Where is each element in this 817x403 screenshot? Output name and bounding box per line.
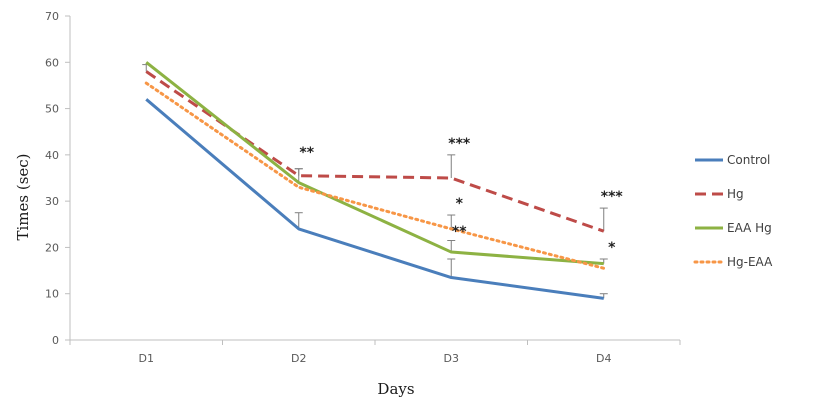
significance-label: ***	[448, 136, 471, 152]
series-line-eaa-hg	[145, 61, 604, 266]
significance-label: ***	[601, 189, 624, 205]
series-hg-eaa	[144, 81, 606, 270]
legend: Control Hg EAA Hg Hg-EAA	[693, 153, 773, 269]
series-layer	[142, 61, 608, 300]
y-axis: 0 10 20 30 40 50 60 70	[45, 10, 71, 347]
x-tick-label: D4	[596, 352, 611, 365]
y-tick-label: 40	[45, 149, 59, 162]
y-tick-label: 60	[45, 56, 59, 69]
x-tick-label: D1	[139, 352, 154, 365]
legend-label: Hg-EAA	[727, 255, 773, 269]
legend-label: Hg	[727, 187, 744, 201]
y-axis-title: Times (sec)	[14, 153, 32, 240]
y-tick-label: 70	[45, 10, 59, 23]
significance-annotations: ************	[299, 136, 623, 256]
y-tick-label: 0	[52, 334, 59, 347]
y-tick-label: 20	[45, 241, 59, 254]
x-tick-label: D3	[444, 352, 459, 365]
series-hg	[142, 64, 608, 233]
x-axis-title: Days	[377, 380, 414, 398]
series-line-hg-eaa	[144, 81, 606, 270]
x-tick-label: D2	[291, 352, 306, 365]
y-tick-label: 10	[45, 288, 59, 301]
significance-label: **	[452, 224, 467, 240]
significance-label: **	[299, 145, 314, 161]
x-axis: D1 D2 D3 D4	[69, 339, 681, 365]
significance-label: *	[456, 196, 464, 212]
y-tick-label: 50	[45, 103, 59, 116]
series-line-control	[145, 98, 604, 300]
legend-label: EAA Hg	[727, 221, 772, 235]
series-control	[145, 98, 608, 300]
legend-label: Control	[727, 153, 770, 167]
y-tick-label: 30	[45, 195, 59, 208]
series-eaa-hg	[145, 61, 608, 266]
significance-label: *	[608, 240, 616, 256]
